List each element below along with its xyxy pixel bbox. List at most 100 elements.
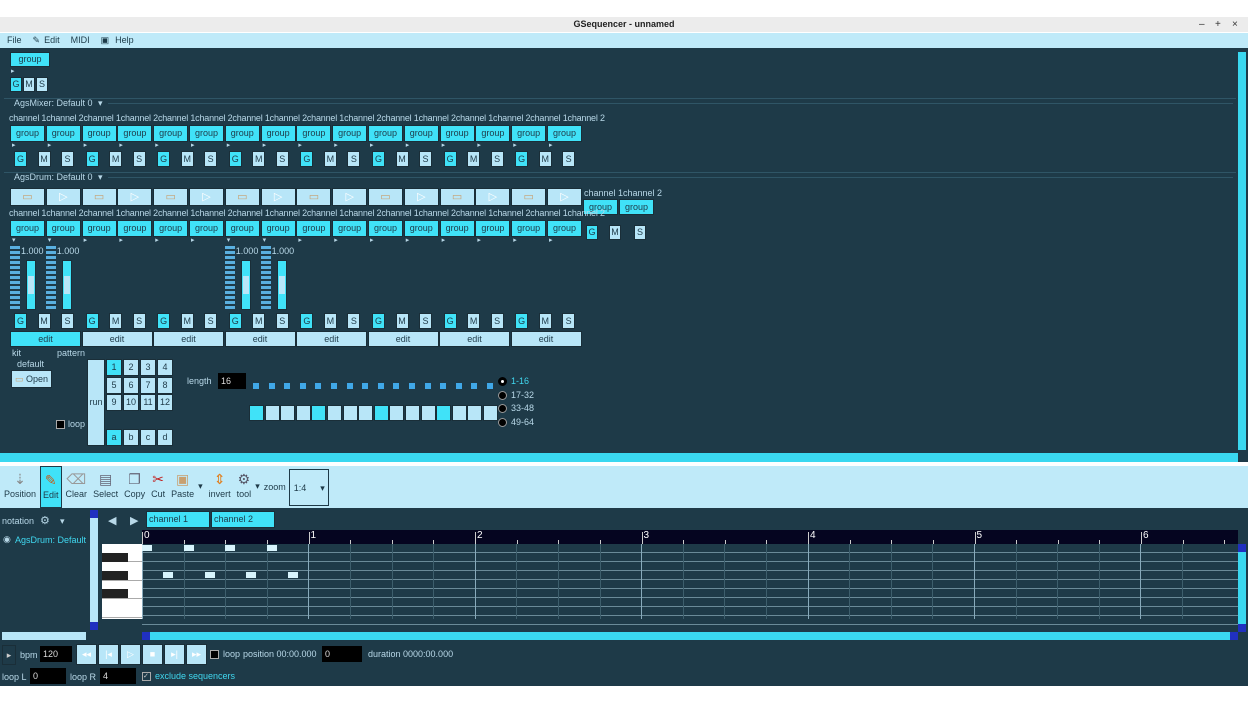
- slider-handle[interactable]: [242, 276, 249, 294]
- top-group-button[interactable]: group: [10, 52, 50, 67]
- group-button[interactable]: group: [153, 220, 189, 237]
- expander-icon[interactable]: ▸: [513, 142, 517, 149]
- loop-r-spinbox[interactable]: 4: [100, 668, 136, 684]
- group-button[interactable]: group: [475, 220, 511, 237]
- black-key[interactable]: [102, 571, 128, 580]
- g-button[interactable]: G: [157, 151, 171, 167]
- tab-channel-2[interactable]: channel 2: [211, 511, 275, 528]
- expander-icon[interactable]: ▸: [477, 142, 481, 149]
- toolbar-invert-button[interactable]: ⇕ invert: [207, 466, 233, 508]
- s-button[interactable]: S: [347, 313, 361, 329]
- run-button[interactable]: run: [87, 359, 105, 446]
- list-hscroll[interactable]: [2, 632, 86, 640]
- top-g-button[interactable]: G: [10, 77, 22, 92]
- g-button[interactable]: G: [228, 151, 242, 167]
- expander-icon[interactable]: ▸: [155, 142, 159, 149]
- expander-icon[interactable]: ▸: [11, 68, 15, 75]
- volume-slider[interactable]: [26, 260, 36, 310]
- step-toggle[interactable]: [311, 405, 327, 421]
- step-toggle[interactable]: [264, 405, 280, 421]
- group-button[interactable]: group: [547, 125, 582, 142]
- group-button[interactable]: group: [511, 125, 547, 142]
- group-button[interactable]: group: [117, 125, 153, 142]
- expander-icon[interactable]: ▸: [298, 237, 302, 244]
- expander-icon[interactable]: ▸: [191, 142, 195, 149]
- group-button[interactable]: group: [45, 125, 81, 142]
- m-button[interactable]: M: [323, 151, 337, 167]
- expander-icon[interactable]: ▸: [119, 237, 123, 244]
- step-toggle[interactable]: [280, 405, 296, 421]
- pattern-number-button[interactable]: 10: [123, 394, 139, 411]
- s-button[interactable]: S: [347, 151, 361, 167]
- fast-forward-icon[interactable]: ▸▸: [186, 644, 207, 665]
- group-button[interactable]: group: [81, 220, 117, 237]
- note[interactable]: [246, 572, 257, 578]
- loop-l-spinbox[interactable]: 0: [30, 668, 66, 684]
- step-toggle[interactable]: [342, 405, 358, 421]
- s-button[interactable]: S: [61, 313, 74, 329]
- edit-button[interactable]: edit: [367, 331, 439, 347]
- m-button[interactable]: M: [109, 313, 123, 329]
- step-toggle[interactable]: [451, 405, 467, 421]
- black-key[interactable]: [102, 553, 128, 562]
- group-button[interactable]: group: [10, 125, 45, 142]
- menu-midi[interactable]: MIDI: [70, 35, 90, 45]
- edit-button[interactable]: edit: [510, 331, 582, 347]
- group-button[interactable]: group: [224, 125, 260, 142]
- pattern-number-button[interactable]: 8: [157, 376, 173, 394]
- g-button[interactable]: G: [443, 151, 457, 167]
- s-button[interactable]: S: [562, 313, 576, 329]
- m-button[interactable]: M: [180, 151, 194, 167]
- expander-icon[interactable]: ▸: [477, 237, 481, 244]
- group-button[interactable]: group: [153, 125, 189, 142]
- play-icon[interactable]: ▷: [332, 188, 368, 206]
- open-folder-icon[interactable]: ▭: [296, 188, 332, 206]
- s-button[interactable]: S: [204, 151, 218, 167]
- pattern-number-button[interactable]: 9: [106, 394, 122, 411]
- expand-icon[interactable]: ▸: [2, 645, 16, 665]
- menu-file[interactable]: File: [7, 35, 22, 45]
- radio-icon[interactable]: ◉: [3, 534, 11, 544]
- piano-keys[interactable]: [102, 544, 142, 619]
- note[interactable]: [225, 545, 236, 551]
- m-button[interactable]: M: [467, 151, 481, 167]
- group-button[interactable]: group: [583, 199, 618, 215]
- toolbar-paste-button[interactable]: ▣ Paste: [169, 466, 196, 508]
- s-button[interactable]: S: [275, 313, 289, 329]
- skip-back-icon[interactable]: |◂: [98, 644, 119, 665]
- g-button[interactable]: G: [515, 151, 529, 167]
- group-button[interactable]: group: [260, 125, 296, 142]
- s-button[interactable]: S: [419, 313, 432, 329]
- m-button[interactable]: M: [37, 151, 51, 167]
- m-button[interactable]: M: [37, 313, 51, 329]
- pattern-letter-button[interactable]: b: [123, 429, 139, 446]
- white-key[interactable]: [102, 599, 142, 618]
- expander-icon[interactable]: ▸: [12, 142, 16, 149]
- s-button[interactable]: S: [204, 313, 218, 329]
- pattern-number-button[interactable]: 1: [106, 359, 122, 376]
- g-button[interactable]: G: [14, 313, 27, 329]
- maximize-button[interactable]: +: [1215, 19, 1221, 30]
- open-folder-icon[interactable]: ▭: [439, 188, 475, 206]
- s-button[interactable]: S: [132, 313, 146, 329]
- note[interactable]: [142, 545, 152, 551]
- chevron-down-icon[interactable]: ▾: [60, 516, 65, 526]
- m-button[interactable]: M: [109, 151, 123, 167]
- step-toggle[interactable]: [436, 405, 452, 421]
- group-button[interactable]: group: [619, 199, 654, 215]
- toolbar-cut-button[interactable]: ✂ Cut: [149, 466, 167, 508]
- g-button[interactable]: G: [157, 313, 171, 329]
- play-icon[interactable]: ▷: [403, 188, 439, 206]
- range-radio[interactable]: [498, 418, 507, 428]
- s-button[interactable]: S: [61, 151, 74, 167]
- expander-icon[interactable]: ▸: [83, 237, 88, 244]
- group-button[interactable]: group: [403, 220, 439, 237]
- pattern-number-button[interactable]: 7: [140, 376, 156, 394]
- zoom-select[interactable]: 1:4 ▾: [288, 469, 329, 506]
- edit-button[interactable]: edit: [10, 331, 81, 347]
- pattern-letter-button[interactable]: a: [106, 429, 122, 446]
- group-button[interactable]: group: [81, 125, 117, 142]
- edit-button[interactable]: edit: [224, 331, 296, 347]
- group-button[interactable]: group: [296, 220, 332, 237]
- expander-icon[interactable]: ▸: [405, 237, 410, 244]
